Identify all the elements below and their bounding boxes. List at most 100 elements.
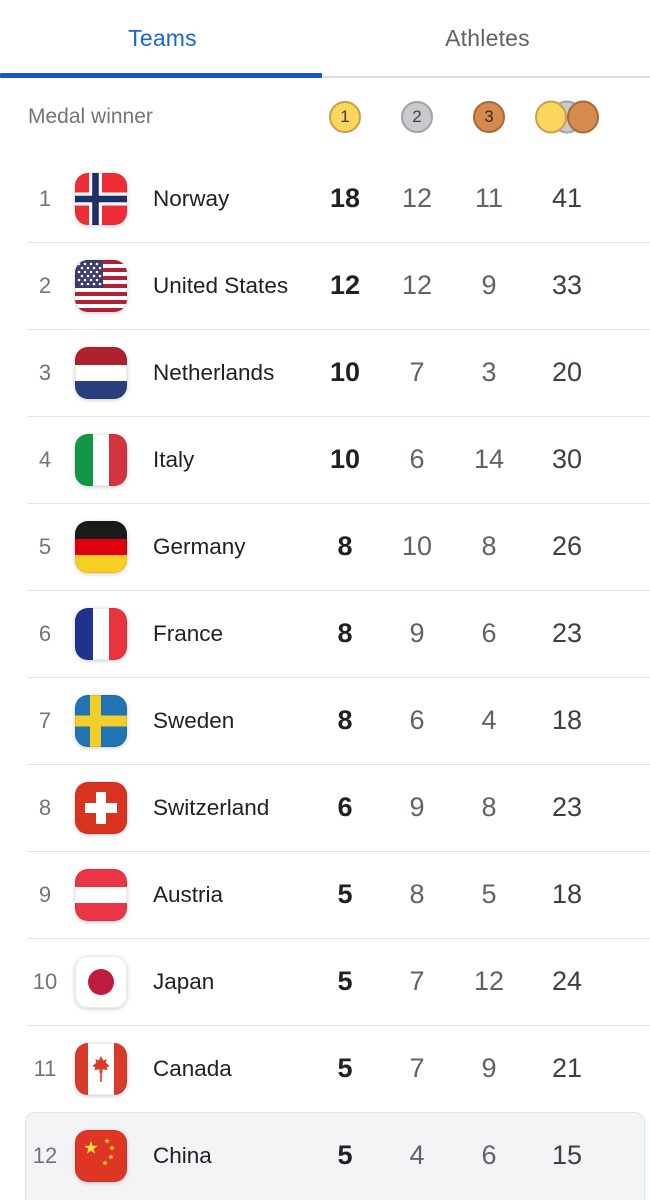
medal-table: 1 Norway 18 12 11 41 2 (0, 155, 650, 1200)
total-count: 23 (551, 618, 583, 648)
medal-winner-label: Medal winner (28, 104, 153, 128)
bronze-count: 5 (481, 879, 497, 909)
country-name: Canada (153, 1055, 232, 1081)
active-tab-underline (0, 73, 322, 78)
bronze-count: 11 (474, 183, 504, 213)
bronze-count: 9 (481, 270, 497, 300)
rank-label: 3 (38, 359, 52, 385)
total-count: 33 (551, 270, 583, 300)
total-count: 20 (551, 357, 583, 387)
gold-count: 18 (329, 183, 361, 213)
bronze-count: 14 (473, 444, 505, 474)
table-row-selected[interactable]: 12 China 5 4 6 15 (0, 1112, 650, 1200)
gold-count: 5 (337, 1140, 353, 1170)
bronze-count: 4 (481, 705, 497, 735)
total-count: 24 (551, 966, 583, 996)
silver-count: 7 (409, 1053, 425, 1083)
gold-count: 8 (337, 618, 353, 648)
flag-france (75, 607, 127, 660)
table-row[interactable]: 11 Canada 5 7 9 21 (0, 1025, 650, 1112)
silver-count: 12 (401, 270, 433, 300)
bronze-count: 9 (481, 1053, 497, 1083)
bronze-count: 12 (473, 966, 505, 996)
rank-label: 7 (38, 707, 52, 733)
rank-label: 2 (38, 272, 52, 298)
country-name: Italy (153, 446, 195, 472)
rank-label: 12 (32, 1142, 58, 1168)
country-name: Switzerland (153, 794, 270, 820)
rank-label: 6 (38, 620, 52, 646)
flag-italy (75, 433, 127, 486)
country-name: Netherlands (153, 359, 275, 385)
table-row[interactable]: 6 France 8 9 6 23 (0, 590, 650, 677)
gold-count: 12 (329, 270, 361, 300)
table-row[interactable]: 8 Switzerland 6 9 8 23 (0, 764, 650, 851)
silver-count: 9 (409, 618, 425, 648)
table-row[interactable]: 5 Germany 8 10 8 26 (0, 503, 650, 590)
bronze-column-header: 3 (453, 100, 525, 133)
flag-norway (75, 172, 127, 225)
table-row[interactable]: 1 Norway 18 12 11 41 (0, 155, 650, 242)
rank-label: 11 (33, 1055, 57, 1081)
total-count: 26 (551, 531, 583, 561)
bronze-count: 8 (481, 792, 497, 822)
table-row[interactable]: 9 Austria 5 8 5 18 (0, 851, 650, 938)
total-column-header (525, 100, 609, 134)
country-name: Norway (153, 185, 230, 211)
silver-count: 8 (409, 879, 425, 909)
country-name: Sweden (153, 707, 235, 733)
country-name: Germany (153, 533, 246, 559)
flag-germany (75, 520, 127, 573)
rank-label: 9 (38, 881, 52, 907)
country-name: Austria (153, 881, 224, 907)
total-count: 21 (551, 1053, 583, 1083)
table-row[interactable]: 4 Italy 10 6 14 30 (0, 416, 650, 503)
table-row[interactable]: 2 (0, 242, 650, 329)
rank-label: 8 (38, 794, 52, 820)
total-count: 18 (551, 879, 583, 909)
flag-sweden (75, 694, 127, 747)
total-count: 23 (551, 792, 583, 822)
country-name: Japan (153, 968, 215, 994)
silver-medal-icon: 2 (401, 100, 433, 133)
table-row[interactable]: 7 Sweden 8 6 4 18 (0, 677, 650, 764)
total-count: 41 (551, 183, 583, 213)
total-count: 15 (551, 1140, 583, 1170)
silver-count: 9 (409, 792, 425, 822)
tab-teams[interactable]: Teams (128, 24, 197, 51)
flag-switzerland (75, 781, 127, 834)
silver-column-header: 2 (381, 100, 453, 133)
gold-count: 8 (337, 705, 353, 735)
flag-canada (75, 1042, 127, 1095)
table-row[interactable]: 10 Japan 5 7 12 24 (0, 938, 650, 1025)
gold-count: 8 (337, 531, 353, 561)
gold-count: 10 (329, 357, 361, 387)
total-count: 30 (551, 444, 583, 474)
rank-label: 5 (38, 533, 52, 559)
bronze-count: 6 (481, 1140, 497, 1170)
flag-austria (75, 868, 127, 921)
gold-count: 10 (329, 444, 361, 474)
flag-japan (75, 955, 127, 1008)
gold-count: 5 (337, 1053, 353, 1083)
total-medals-icon (535, 100, 599, 133)
bronze-medal-icon: 3 (473, 100, 505, 133)
silver-count: 7 (409, 966, 425, 996)
flag-netherlands (75, 346, 127, 399)
gold-medal-icon: 1 (329, 100, 361, 133)
gold-column-header: 1 (309, 100, 381, 133)
country-name: China (153, 1142, 212, 1168)
tab-bar: Teams Athletes (0, 0, 650, 78)
table-row[interactable]: 3 Netherlands 10 7 3 20 (0, 329, 650, 416)
flag-united-states (75, 259, 127, 312)
bronze-count: 3 (481, 357, 497, 387)
rank-label: 1 (38, 185, 52, 211)
country-name: United States (153, 272, 289, 298)
country-name: France (153, 620, 224, 646)
total-count: 18 (551, 705, 583, 735)
silver-count: 4 (409, 1140, 425, 1170)
rank-label: 10 (32, 968, 58, 994)
gold-count: 6 (337, 792, 353, 822)
tab-athletes[interactable]: Athletes (445, 24, 530, 51)
